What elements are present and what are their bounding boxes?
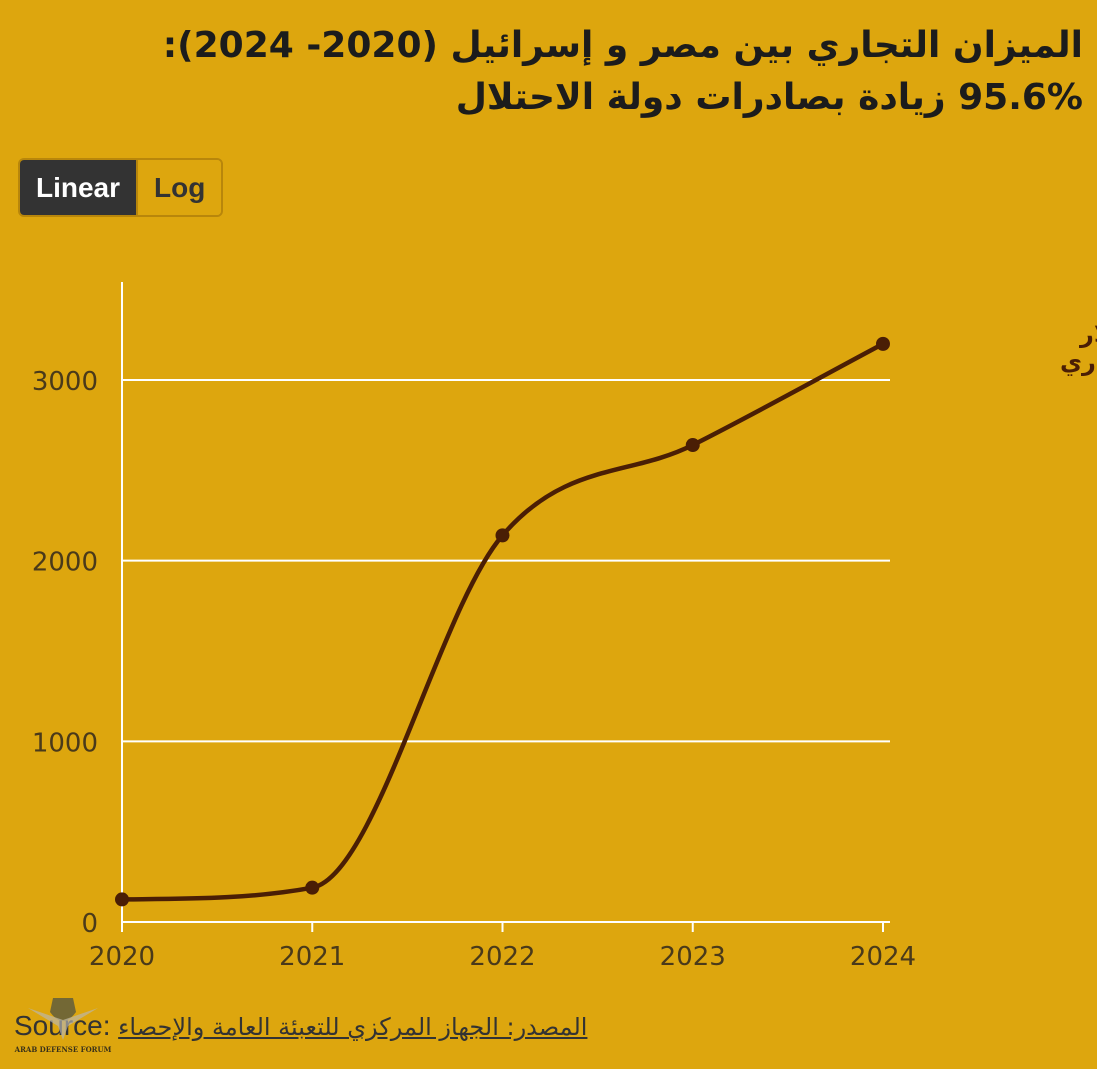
x-tick-label: 2021 [279,942,345,972]
series-label-line1: (مليون دولار [1079,320,1097,348]
data-point [495,528,510,543]
scale-toggle: Linear Log [18,158,224,217]
series-line [121,341,885,902]
x-tick-label: 2020 [89,942,155,972]
chart-title: الميزان التجاري بين مصر و إسرائيل (2020-… [23,20,1083,124]
y-tick-label: 1000 [32,728,98,758]
x-tick-label: 2022 [469,942,535,972]
data-point [685,438,700,453]
watermark-text: ARAB DEFENSE FORUM [14,1045,112,1054]
x-tick-label: 2023 [660,942,726,972]
series-label-line2: الميزان التجاري [1060,348,1097,376]
linear-scale-button[interactable]: Linear [20,160,137,215]
x-tick-label: 2024 [850,942,916,972]
data-point [876,336,890,351]
source-link[interactable]: المصدر: الجهاز المركزي للتعبئة العامة وا… [118,1013,588,1041]
log-scale-button[interactable]: Log [136,160,222,215]
chart-title-line1: الميزان التجاري بين مصر و إسرائيل (2020-… [162,25,1083,66]
watermark-logo: ARAB DEFENSE FORUM [14,998,112,1054]
y-tick-label: 2000 [32,548,98,578]
chart-title-line2: 95.6% زيادة بصادرات دولة الاحتلال [455,77,1083,118]
y-tick-label: 3000 [32,367,98,397]
line-chart: 0 1000 2000 3000 2020 2021 2022 2023 2024 (مليون … [32,282,1097,972]
data-point [115,892,129,907]
y-tick-label: 0 [81,909,98,939]
data-point [305,880,320,895]
